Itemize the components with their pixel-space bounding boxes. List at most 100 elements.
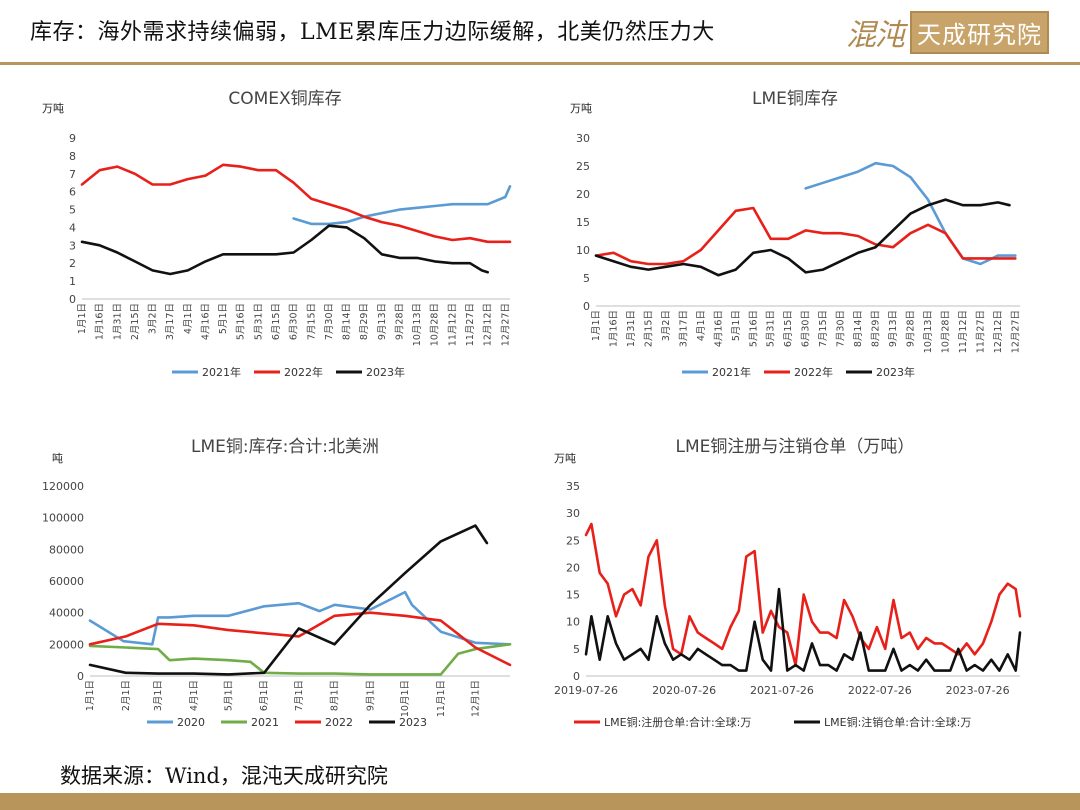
x-tick-label: 4月16日 (200, 303, 211, 340)
x-tick-label: 2019-07-26 (554, 684, 618, 697)
x-tick-label: 3月2日 (148, 303, 159, 334)
x-tick-label: 5月31日 (253, 303, 264, 340)
legend-label: 2023年 (876, 365, 915, 379)
logo-script: 混沌 (846, 18, 905, 53)
y-tick-label: 30 (566, 507, 580, 520)
y-tick-label: 7 (69, 168, 76, 181)
series-line-1 (292, 185, 512, 226)
page-title: 库存：海外需求持续偏弱，LME累库压力边际缓解，北美仍然压力大 (30, 20, 715, 45)
x-tick-label: 3月2日 (661, 310, 672, 341)
chart-lme-warrants: LME铜注册与注销仓单（万吨） 万吨 0 5 10 15 20 25 30 35 2019-07-2… (554, 437, 1022, 729)
footer-bar (0, 793, 1080, 810)
y-tick-label: 5 (69, 204, 76, 217)
legend: 2021年 2022年 2023年 (682, 365, 915, 379)
x-tick-label: 11月27日 (465, 303, 476, 346)
chart-panel-lme-warrants: LME铜注册与注销仓单（万吨） 万吨 0 5 10 15 20 25 30 35 2019-07-2… (550, 428, 1040, 748)
logo: 混沌 天成研究院 (846, 10, 1049, 54)
x-tick-label: 5月1日 (223, 680, 234, 711)
header-divider (0, 62, 1080, 65)
x-tick-label: 10月28日 (940, 310, 951, 353)
series-line-2 (584, 587, 1022, 672)
legend-label: 2022年 (794, 365, 833, 379)
legend-label: 2020 (177, 716, 205, 729)
legend-label: 2023 (399, 716, 427, 729)
y-tick-label: 6 (69, 186, 76, 199)
x-tick-label: 1月1日 (77, 303, 88, 334)
x-tick-label: 4月16日 (713, 310, 724, 347)
x-tick-label: 8月1日 (330, 680, 341, 711)
y-tick-label: 10 (576, 244, 590, 257)
x-tick-label: 2022-07-26 (848, 684, 912, 697)
chart-title: LME铜库存 (752, 89, 838, 109)
series-line-2 (594, 206, 1017, 266)
x-tick-label: 10月13日 (923, 310, 934, 353)
chart-title: COMEX铜库存 (228, 89, 341, 109)
x-tick-label: 11月12日 (447, 303, 458, 346)
y-tick-label: 10 (566, 616, 580, 629)
x-tick-label: 11月12日 (958, 310, 969, 353)
x-tick-label: 2月15日 (130, 303, 141, 340)
x-tick-label: 5月1日 (218, 303, 229, 334)
y-tick-label: 15 (576, 216, 590, 229)
y-axis-unit: 万吨 (42, 102, 64, 115)
y-tick-label: 0 (77, 670, 84, 683)
x-tick-label: 1月31日 (112, 303, 123, 340)
x-tick-label: 6月30日 (289, 303, 300, 340)
x-tick-label: 7月30日 (324, 303, 335, 340)
x-tick-label: 7月15日 (818, 310, 829, 347)
x-tick-label: 12月12日 (993, 310, 1004, 353)
chart-title: LME铜注册与注销仓单（万吨） (676, 437, 915, 457)
series-line-1 (804, 161, 1017, 266)
y-tick-label: 120000 (42, 480, 84, 493)
x-tick-label: 9月1日 (365, 680, 376, 711)
y-tick-label: 5 (583, 272, 590, 285)
y-tick-label: 80000 (49, 543, 84, 556)
x-tick-label: 1月1日 (591, 310, 602, 341)
y-tick-label: 1 (69, 275, 76, 288)
legend-label: LME铜:注册仓单:合计:全球:万 (604, 715, 751, 729)
series-line-3 (80, 224, 490, 276)
y-axis-unit: 万吨 (570, 102, 592, 115)
x-tick-label: 12月27日 (1010, 310, 1021, 353)
x-tick-label: 3月17日 (678, 310, 689, 347)
x-tick-label: 12月27日 (500, 303, 511, 346)
x-tick-label: 10月13日 (412, 303, 423, 346)
x-tick-label: 6月1日 (259, 680, 270, 711)
x-tick-label: 10月1日 (400, 680, 411, 717)
x-tick-label: 4月1日 (696, 310, 707, 341)
y-tick-label: 25 (576, 160, 590, 173)
legend-label: 2021年 (202, 365, 241, 379)
x-tick-label: 5月16日 (748, 310, 759, 347)
chart-panel-lme-na: LME铜:库存:合计:北美洲吨 0 20000 40000 60000 80000 1000… (40, 428, 530, 748)
legend-label: 2022 (325, 716, 353, 729)
x-tick-label: 8月14日 (342, 303, 353, 340)
x-tick-label: 2020-07-26 (652, 684, 716, 697)
x-tick-label: 1月31日 (626, 310, 637, 347)
x-tick-label: 9月13日 (377, 303, 388, 340)
x-tick-label: 3月17日 (165, 303, 176, 340)
x-tick-label: 12月1日 (470, 680, 481, 717)
y-tick-label: 8 (69, 150, 76, 163)
legend-label: 2021 (251, 716, 279, 729)
x-tick-label: 2023-07-26 (946, 684, 1010, 697)
y-tick-label: 0 (69, 293, 76, 306)
y-tick-label: 0 (573, 670, 580, 683)
legend: LME铜:注册仓单:合计:全球:万 LME铜:注销仓单:合计:全球:万 (574, 715, 971, 729)
x-tick-label: 1月16日 (95, 303, 106, 340)
series-line-2 (80, 163, 512, 244)
header: 库存：海外需求持续偏弱，LME累库压力边际缓解，北美仍然压力大 混沌 天成研究院 (0, 0, 1080, 62)
x-tick-label: 11月27日 (975, 310, 986, 353)
x-tick-label: 3月1日 (153, 680, 164, 711)
y-tick-label: 30 (576, 132, 590, 145)
series-line-1 (88, 590, 512, 646)
y-tick-label: 0 (583, 300, 590, 313)
series-line-1 (584, 522, 1022, 667)
x-tick-label: 9月28日 (906, 310, 917, 347)
x-tick-label: 7月1日 (294, 680, 305, 711)
data-source: 数据来源：Wind，混沌天成研究院 (60, 764, 388, 788)
y-axis-unit: 吨 (52, 452, 63, 465)
legend-label: 2023年 (366, 365, 405, 379)
x-tick-label: 2月1日 (121, 680, 132, 711)
